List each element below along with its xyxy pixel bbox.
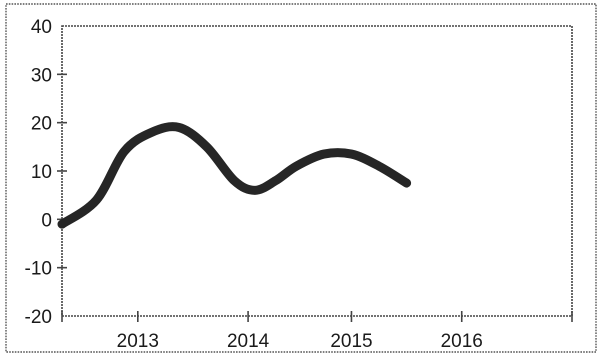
- series-layer: [62, 127, 407, 225]
- plot-area-frame: [62, 26, 572, 316]
- y-tick-label: 30: [31, 65, 52, 86]
- y-tick-label: 20: [31, 114, 52, 135]
- x-tick-label: 2013: [117, 331, 159, 352]
- y-tick-label: 10: [31, 162, 52, 183]
- y-tick-label: 40: [31, 17, 52, 38]
- y-tick-label: -20: [25, 307, 52, 328]
- y-tick-label: 0: [41, 210, 52, 231]
- y-axis: 40 30 20 10 0 -10 -20: [25, 17, 67, 328]
- y-tick-label: -10: [25, 259, 52, 280]
- series-line-0: [62, 127, 407, 225]
- x-tick-label: 2014: [227, 331, 270, 352]
- x-tick-label: 2015: [330, 331, 372, 352]
- x-axis: 2013 2014 2015 2016: [62, 311, 572, 352]
- x-tick-label: 2016: [441, 331, 483, 352]
- image-border: [6, 4, 596, 352]
